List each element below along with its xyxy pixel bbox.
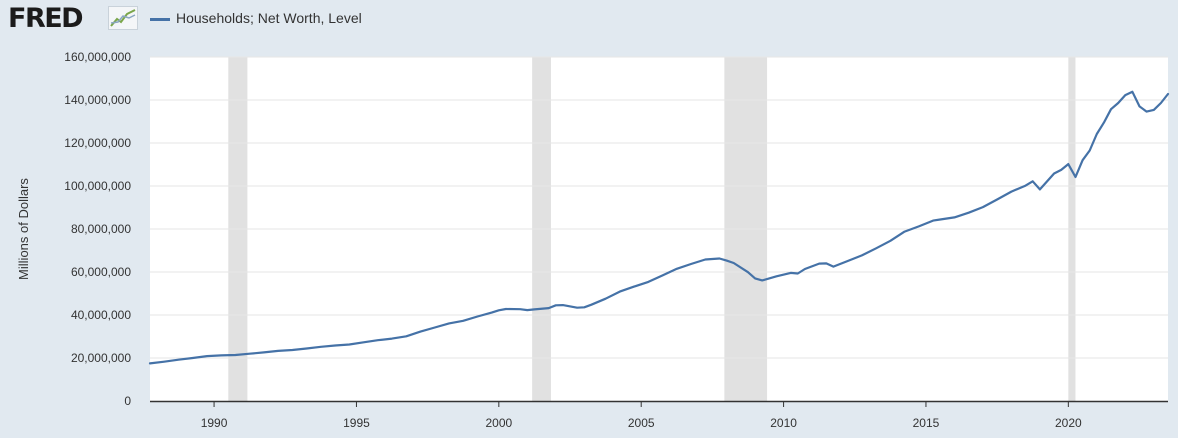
- x-tick-label: 2000: [485, 416, 512, 430]
- y-tick-label: 100,000,000: [64, 179, 131, 193]
- y-tick-label: 60,000,000: [71, 265, 131, 279]
- legend-label-series: Households; Net Worth, Level: [176, 10, 362, 26]
- y-axis-title: Millions of Dollars: [16, 178, 31, 280]
- y-tick-label: 140,000,000: [64, 93, 131, 107]
- y-tick-label: 160,000,000: [64, 50, 131, 64]
- series-line-0: [148, 90, 1170, 365]
- x-tick-label: 2010: [770, 416, 797, 430]
- y-tick-label: 0: [124, 394, 131, 408]
- y-tick-label: 40,000,000: [71, 308, 131, 322]
- y-tick-label: 20,000,000: [71, 351, 131, 365]
- x-tick-label: 2005: [628, 416, 655, 430]
- legend-swatch: [150, 18, 170, 21]
- plot-area: 0 20,000,000 40,000,000 60,000,000 80,000,00…: [16, 50, 1170, 430]
- y-tick-label: 120,000,000: [64, 136, 131, 150]
- chart-line-icon: [108, 6, 138, 30]
- fred-logo[interactable]: FRED: [8, 3, 84, 34]
- x-tick-label: 1995: [343, 416, 370, 430]
- x-tick-label: 2015: [913, 416, 940, 430]
- x-tick-label: 1990: [201, 416, 228, 430]
- y-tick-label: 80,000,000: [71, 222, 131, 236]
- x-tick-label: 2020: [1055, 416, 1082, 430]
- chart-header: FRED Households; Net Worth, Level: [0, 0, 1178, 40]
